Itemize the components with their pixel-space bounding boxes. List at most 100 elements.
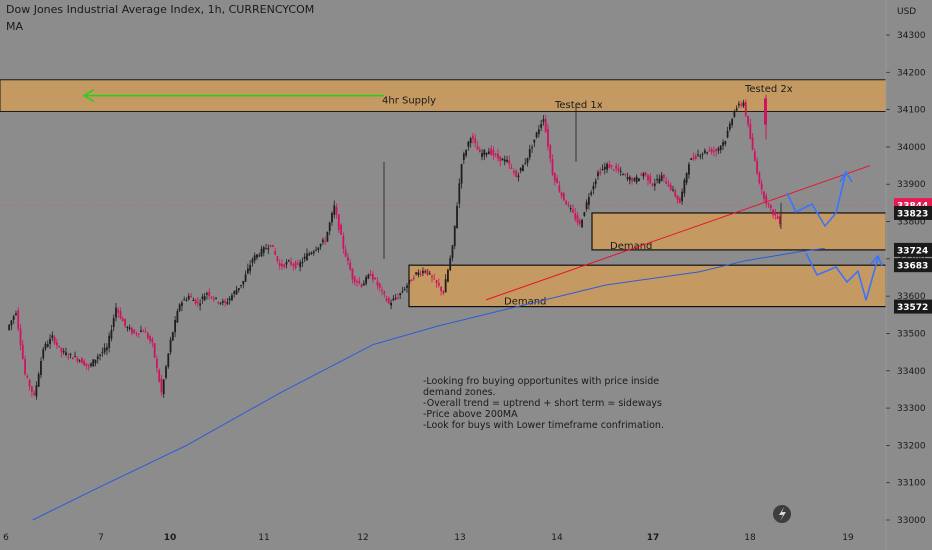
- candle-body: [294, 262, 297, 268]
- candle-body: [240, 284, 242, 286]
- candle-body: [78, 360, 81, 362]
- candle-body: [624, 173, 627, 176]
- candle-body: [246, 268, 249, 274]
- candle-body: [738, 103, 740, 106]
- candle-body: [472, 135, 474, 139]
- candle-body: [485, 153, 488, 155]
- candle-body: [542, 119, 545, 122]
- candle-body: [476, 146, 479, 150]
- candle-body: [281, 263, 283, 267]
- candle-body: [117, 309, 120, 313]
- candle-body: [376, 281, 379, 286]
- candle-body: [203, 296, 206, 301]
- candle-body: [669, 184, 672, 190]
- candle-body: [383, 291, 386, 294]
- level-badge-2: 33683: [897, 262, 928, 272]
- candle-body: [292, 264, 295, 266]
- candle-body: [640, 174, 643, 176]
- candle-body: [33, 392, 36, 395]
- candle-body: [449, 258, 452, 271]
- candle-body: [62, 351, 65, 353]
- candle-body: [337, 214, 340, 230]
- candle-body: [633, 178, 636, 181]
- arrow-up-icon: [870, 254, 883, 267]
- price-axis: [885, 0, 932, 550]
- candle-body: [349, 262, 352, 270]
- y-tick-label: 33900: [897, 180, 926, 190]
- candle-body: [767, 203, 770, 205]
- candle-body: [244, 274, 247, 282]
- candle-body: [690, 158, 693, 160]
- x-tick-label: 6: [3, 533, 9, 543]
- candle-body: [15, 313, 17, 315]
- candle-body: [467, 141, 470, 147]
- candle-body: [578, 220, 581, 224]
- axis-currency-label: USD: [897, 7, 916, 17]
- candle-body: [94, 359, 97, 364]
- candle-body: [87, 365, 90, 367]
- candle-body: [285, 262, 288, 265]
- candle-body: [212, 298, 215, 300]
- candle-body: [233, 291, 236, 294]
- candle-body: [60, 347, 63, 353]
- x-tick-label: 18: [744, 533, 756, 543]
- candle-body: [733, 111, 736, 117]
- candle-body: [758, 172, 761, 184]
- candle-body: [67, 356, 70, 358]
- candle-body: [678, 198, 681, 204]
- candle-body: [85, 363, 88, 366]
- chart-title: Dow Jones Industrial Average Index, 1h, …: [6, 3, 315, 16]
- candle-body: [10, 320, 13, 326]
- candle-body: [615, 165, 618, 169]
- x-tick-label: 17: [647, 533, 660, 543]
- candle-body: [483, 150, 486, 156]
- candle-body: [317, 247, 320, 250]
- candle-body: [101, 352, 104, 354]
- candle-body: [562, 192, 565, 201]
- candle-body: [362, 283, 365, 286]
- candle-body: [437, 283, 440, 286]
- candle-body: [512, 171, 515, 173]
- candle-body: [531, 147, 533, 149]
- candle-body: [356, 281, 358, 283]
- candle-body: [740, 104, 743, 106]
- candle-body: [592, 185, 595, 190]
- candle-body: [126, 327, 129, 329]
- candle-body: [599, 171, 602, 174]
- candle-body: [667, 184, 670, 187]
- candle-body: [440, 286, 443, 292]
- candle-body: [387, 297, 390, 304]
- arrow-up-icon: [839, 170, 853, 183]
- candle-body: [128, 327, 131, 329]
- y-tick-label: 33300: [897, 404, 926, 414]
- candle-body: [135, 333, 138, 335]
- candle-body: [249, 265, 252, 272]
- candle-body: [42, 349, 45, 359]
- candle-body: [24, 359, 26, 375]
- y-tick-label: 34300: [897, 31, 926, 41]
- candle-body: [508, 160, 511, 165]
- candle-body: [378, 283, 381, 288]
- candle-body: [26, 376, 29, 378]
- candle-body: [17, 310, 20, 329]
- candle-body: [160, 378, 163, 393]
- candle-body: [51, 335, 54, 338]
- candle-body: [487, 151, 490, 155]
- candle-body: [626, 177, 629, 180]
- candle-body: [262, 247, 265, 253]
- candle-body: [328, 222, 331, 232]
- y-tick-label: 33000: [897, 516, 926, 526]
- candle-body: [374, 277, 377, 280]
- candle-body: [146, 333, 149, 339]
- candle-body: [185, 299, 188, 301]
- candle-body: [642, 173, 645, 177]
- candle-body: [465, 150, 468, 156]
- candle-body: [224, 300, 227, 303]
- candle-body: [503, 159, 506, 162]
- candle-body: [560, 192, 563, 197]
- candle-body: [142, 331, 145, 333]
- candle-body: [269, 244, 272, 247]
- level-badge-3: 33572: [897, 303, 928, 313]
- candle-body: [342, 235, 345, 249]
